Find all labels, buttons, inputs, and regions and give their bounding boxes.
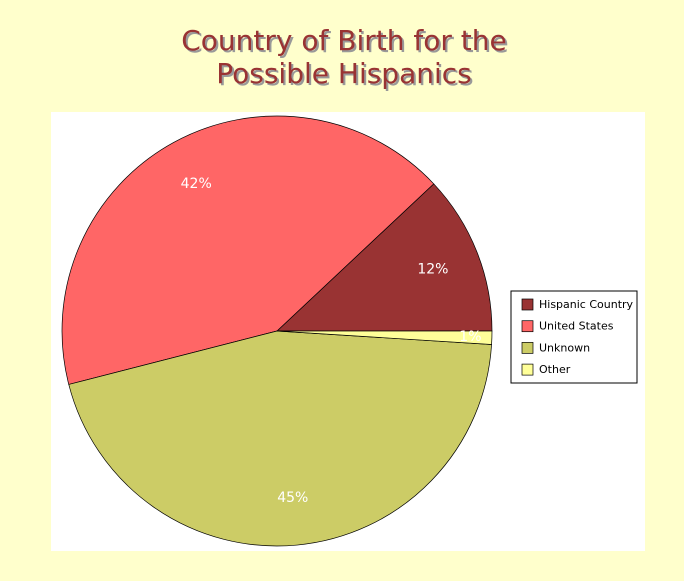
legend-label: Unknown — [539, 341, 590, 354]
title-shadow: Country of Birth for the — [183, 26, 509, 59]
legend: Hispanic Country United States Unknown Othe… — [521, 298, 634, 376]
chart-title: Possible Hispanics — [216, 57, 472, 90]
slice-label: 1% — [459, 329, 481, 345]
pie-slice — [61, 115, 435, 385]
chart-title: Country of Birth for the — [181, 24, 507, 57]
pie: 12% 42% 45% 1% — [61, 115, 493, 547]
legend-label: Hispanic Country — [539, 298, 634, 311]
title-shadow: Possible Hispanics — [218, 59, 474, 92]
slice-label: 42% — [181, 176, 212, 192]
slice-label: 12% — [417, 261, 448, 277]
pie-slice — [276, 330, 493, 345]
pie-slice — [276, 183, 493, 332]
legend-swatch — [521, 298, 534, 311]
slice-label: 45% — [277, 490, 308, 506]
legend-label: United States — [539, 320, 614, 333]
pie-slice — [68, 330, 492, 547]
legend-swatch — [521, 363, 534, 376]
legend-label: Other — [539, 363, 571, 376]
legend-swatch — [521, 320, 534, 333]
legend-swatch — [521, 342, 534, 354]
